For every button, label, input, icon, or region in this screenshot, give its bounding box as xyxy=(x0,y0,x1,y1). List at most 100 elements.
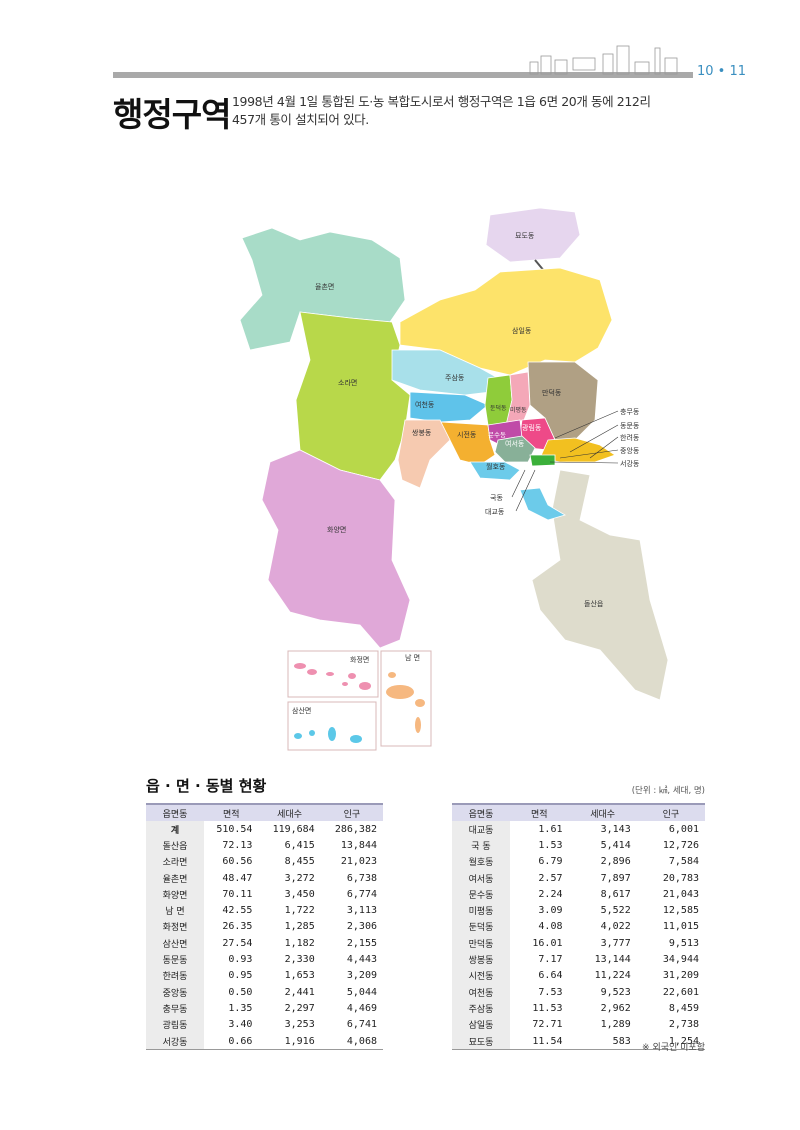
table-row: 월호동 6.79 2,896 7,584 xyxy=(452,853,705,870)
page-title: 행정구역 xyxy=(113,95,231,134)
label-munsu: 문수동 xyxy=(488,431,506,439)
value-cell: 6,001 xyxy=(668,823,699,835)
table-row: 여천동 7.53 9,523 22,601 xyxy=(452,983,705,1001)
value-cell: 5,414 xyxy=(600,839,631,851)
label-hwayang: 화양면 xyxy=(327,525,346,534)
stats-table-right: 읍면동 면적 세대수 인구 대교동 1.61 3,143 6,001 국 동 1.53 5,414… xyxy=(452,803,705,1051)
column-header: 세대수 xyxy=(568,803,637,821)
column-header: 세대수 xyxy=(258,803,321,821)
label-mipyeong: 미평동 xyxy=(510,406,527,414)
value-cell: 34,944 xyxy=(662,954,699,966)
value-cell: 6,415 xyxy=(284,839,315,851)
value-cell: 9,523 xyxy=(600,986,631,998)
row-name-cell: 주삼동 xyxy=(452,1000,510,1017)
value-cell: 1,182 xyxy=(284,937,315,949)
value-cell: 8,617 xyxy=(600,888,631,900)
row-name-cell: 광림동 xyxy=(146,1016,204,1033)
value-cell: 1.53 xyxy=(538,839,563,851)
value-cell: 2,330 xyxy=(284,954,315,966)
table-row: 돌산읍 72.13 6,415 13,844 xyxy=(146,837,383,854)
table-row: 충무동 1.35 2,297 4,469 xyxy=(146,1000,383,1017)
value-cell: 1,722 xyxy=(284,905,315,917)
row-name-cell: 삼일동 xyxy=(452,1016,510,1033)
row-name-cell: 율촌면 xyxy=(146,869,204,887)
table-row: 국 동 1.53 5,414 12,726 xyxy=(452,837,705,854)
value-cell: 3,209 xyxy=(346,970,377,982)
table-row: 화양면 70.11 3,450 6,774 xyxy=(146,886,383,903)
value-cell: 2,297 xyxy=(284,1002,315,1014)
table-row: 삼일동 72.71 1,289 2,738 xyxy=(452,1016,705,1033)
column-header: 인구 xyxy=(636,803,705,821)
value-cell: 3,272 xyxy=(284,872,315,884)
region-hwayang xyxy=(261,449,411,649)
value-cell: 119,684 xyxy=(272,823,315,835)
value-cell: 4,022 xyxy=(600,921,631,933)
footnote: ※ 외국인 미포함 xyxy=(642,1043,705,1053)
row-name-cell: 남 면 xyxy=(146,902,204,919)
label-ssangbong: 쌍봉동 xyxy=(412,428,432,437)
region-yeoseo xyxy=(494,435,536,463)
region-yeocheon xyxy=(409,391,489,423)
value-cell: 6,738 xyxy=(346,872,377,884)
value-cell: 27.54 xyxy=(222,937,253,949)
callout-chungmu: 충무동 xyxy=(620,407,640,416)
row-name-cell: 소라면 xyxy=(146,853,204,870)
value-cell: 6.64 xyxy=(538,970,563,982)
callout-seogang: 서강동 xyxy=(620,459,640,468)
value-cell: 5,044 xyxy=(346,986,377,998)
inset-label: 삼산면 xyxy=(292,706,311,715)
row-name-cell: 대교동 xyxy=(452,821,510,838)
value-cell: 8,459 xyxy=(668,1002,699,1014)
row-name-cell: 화양면 xyxy=(146,886,204,903)
callout-dongmun: 동문동 xyxy=(620,422,640,430)
description: 1998년 4월 1일 통합된 도·농 복합도시로서 행정구역은 1읍 6면 2… xyxy=(232,93,651,129)
region-myodo xyxy=(485,207,581,263)
table-row: 둔덕동 4.08 4,022 11,015 xyxy=(452,918,705,936)
column-header: 면적 xyxy=(510,803,569,821)
value-cell: 6.79 xyxy=(538,856,563,868)
label-yeocheon: 여천동 xyxy=(415,400,435,409)
row-name-cell: 화정면 xyxy=(146,918,204,936)
value-cell: 1,916 xyxy=(258,1032,321,1051)
table-row: 대교동 1.61 3,143 6,001 xyxy=(452,821,705,838)
callout-daegyo: 대교동 xyxy=(485,508,505,516)
value-cell: 1,285 xyxy=(284,921,315,933)
stats-table-left: 읍면동 면적 세대수 인구 계 510.54 119,684 286,382 돌산읍 72.13… xyxy=(146,803,383,1051)
value-cell: 2,441 xyxy=(284,986,315,998)
value-cell: 286,382 xyxy=(334,823,377,835)
value-cell: 12,585 xyxy=(662,905,699,917)
value-cell: 70.11 xyxy=(222,888,253,900)
value-cell: 3.40 xyxy=(228,1019,253,1031)
value-cell: 11.54 xyxy=(510,1032,569,1051)
value-cell: 3.09 xyxy=(538,905,563,917)
value-cell: 1,254 xyxy=(636,1032,705,1051)
label-yeoseo: 여서동 xyxy=(505,439,525,448)
value-cell: 11.53 xyxy=(532,1002,563,1014)
value-cell: 7,897 xyxy=(600,872,631,884)
value-cell: 6,741 xyxy=(346,1019,377,1031)
value-cell: 13,844 xyxy=(340,839,377,851)
label-sora: 소라면 xyxy=(338,378,357,387)
value-cell: 9,513 xyxy=(668,937,699,949)
row-name-cell: 여서동 xyxy=(452,869,510,887)
value-cell: 2,306 xyxy=(346,921,377,933)
inset-hwajeong: 화정면 xyxy=(287,650,379,698)
region-island xyxy=(519,487,566,521)
value-cell: 2,738 xyxy=(668,1019,699,1031)
description-line: 1998년 4월 1일 통합된 도·농 복합도시로서 행정구역은 1읍 6면 2… xyxy=(232,94,651,109)
value-cell: 4,443 xyxy=(346,954,377,966)
value-cell: 2.57 xyxy=(538,872,563,884)
row-name-cell: 국 동 xyxy=(452,837,510,854)
value-cell: 7.17 xyxy=(538,954,563,966)
value-cell: 0.66 xyxy=(204,1032,259,1051)
label-dolsan: 돌산읍 xyxy=(584,599,604,608)
row-name-cell: 시전동 xyxy=(452,967,510,984)
column-header: 인구 xyxy=(320,803,383,821)
table-row: 남 면 42.55 1,722 3,113 xyxy=(146,902,383,919)
table-row: 쌍봉동 7.17 13,144 34,944 xyxy=(452,951,705,968)
value-cell: 13,144 xyxy=(594,954,631,966)
inset-samsan: 삼산면 xyxy=(287,701,377,751)
region-small-dong-2 xyxy=(529,454,556,467)
inset-nam: 남 면 xyxy=(380,650,432,747)
